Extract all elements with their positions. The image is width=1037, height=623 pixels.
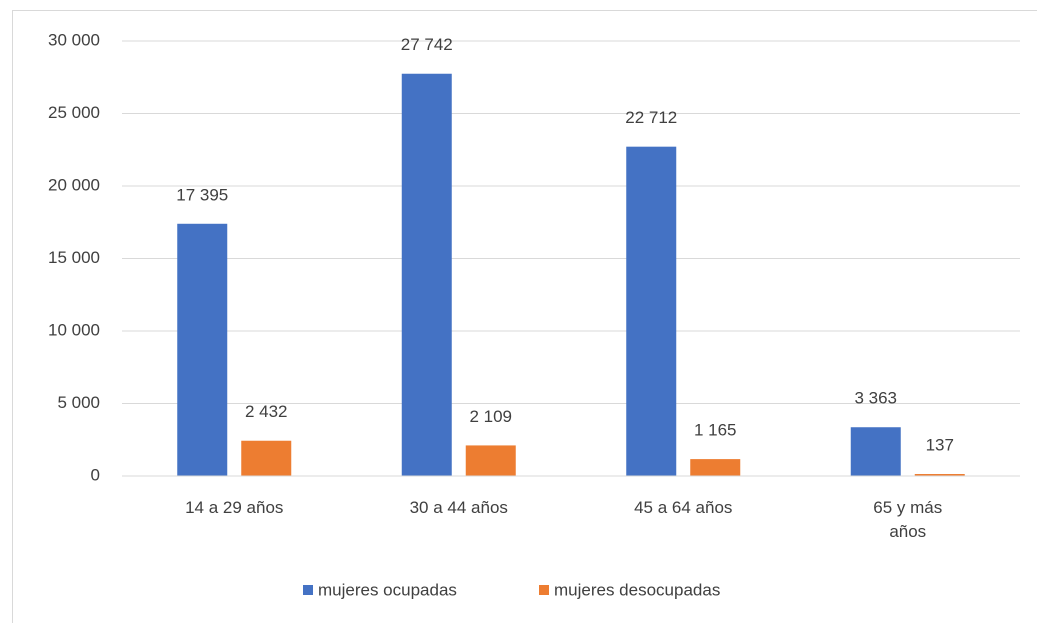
- bar: [241, 440, 292, 476]
- bar: [690, 459, 741, 476]
- x-tick-label: 30 a 44 años: [409, 498, 508, 517]
- legend-label: mujeres ocupadas: [318, 580, 457, 599]
- data-label: 2 109: [469, 407, 512, 426]
- data-label: 137: [926, 435, 954, 454]
- bar: [914, 474, 965, 476]
- bar: [401, 73, 452, 476]
- y-tick-label: 30 000: [48, 30, 100, 49]
- y-tick-label: 20 000: [48, 175, 100, 194]
- data-label: 1 165: [694, 421, 737, 440]
- y-tick-label: 25 000: [48, 103, 100, 122]
- bar: [850, 427, 901, 476]
- x-tick-label: 65 y más años: [873, 498, 943, 541]
- y-tick-label: 5 000: [57, 393, 100, 412]
- data-label: 3 363: [854, 389, 897, 408]
- y-tick-label: 15 000: [48, 248, 100, 267]
- bar: [177, 223, 228, 476]
- data-label: 27 742: [401, 35, 453, 54]
- chart-border: [12, 10, 1037, 623]
- data-label: 22 712: [625, 108, 677, 127]
- data-label: 17 395: [176, 185, 228, 204]
- legend-label: mujeres desocupadas: [554, 580, 720, 599]
- bar: [465, 445, 516, 476]
- y-tick-label: 0: [91, 465, 100, 484]
- y-tick-label: 10 000: [48, 320, 100, 339]
- data-label: 2 432: [245, 402, 288, 421]
- x-tick-label: 14 a 29 años: [185, 498, 284, 517]
- legend-swatch: [303, 585, 313, 595]
- legend-swatch: [539, 585, 549, 595]
- bar: [626, 146, 677, 476]
- x-tick-label: 45 a 64 años: [634, 498, 733, 517]
